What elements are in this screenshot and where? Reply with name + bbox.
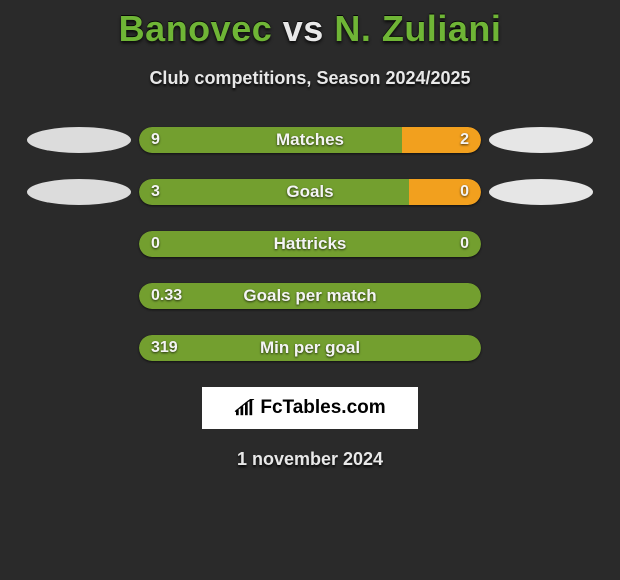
badge-slot-left <box>19 179 139 205</box>
comparison-card: Banovec vs N. Zuliani Club competitions,… <box>0 0 620 470</box>
stat-label: Matches <box>139 127 481 153</box>
badge-slot-left <box>19 127 139 153</box>
logo-box: FcTables.com <box>202 387 418 429</box>
stat-bar: Min per goal319 <box>139 335 481 361</box>
stat-value-left: 319 <box>151 335 178 361</box>
stat-bars: Matches92Goals30Hattricks00Goals per mat… <box>0 127 620 361</box>
subtitle: Club competitions, Season 2024/2025 <box>0 68 620 89</box>
badge-slot-right <box>481 179 601 205</box>
stat-row: Min per goal319 <box>0 335 620 361</box>
vs-text: vs <box>283 8 324 49</box>
logo-text: FcTables.com <box>260 397 385 419</box>
stat-bar: Goals per match0.33 <box>139 283 481 309</box>
stat-bar: Matches9 2 <box>139 127 481 153</box>
stat-value-left: 0.33 <box>151 283 182 309</box>
stat-value-right: 2 <box>460 127 469 153</box>
player1-name: Banovec <box>119 8 273 49</box>
player2-name: N. Zuliani <box>334 8 501 49</box>
stat-bar: Hattricks0 0 <box>139 231 481 257</box>
date: 1 november 2024 <box>0 449 620 470</box>
team-badge-left <box>27 179 131 205</box>
stat-value-left: 3 <box>151 179 160 205</box>
stat-value-right: 0 <box>460 179 469 205</box>
stat-value-left: 9 <box>151 127 160 153</box>
stat-label: Min per goal <box>139 335 481 361</box>
stat-row: Goals3 0 <box>0 179 620 205</box>
stat-value-right: 0 <box>460 231 469 257</box>
stat-row: Goals per match0.33 <box>0 283 620 309</box>
stat-value-left: 0 <box>151 231 160 257</box>
stat-row: Matches9 2 <box>0 127 620 153</box>
stat-label: Goals <box>139 179 481 205</box>
team-badge-right <box>489 179 593 205</box>
badge-slot-right <box>481 127 601 153</box>
stat-label: Hattricks <box>139 231 481 257</box>
chart-icon <box>234 399 256 417</box>
team-badge-left <box>27 127 131 153</box>
stat-row: Hattricks0 0 <box>0 231 620 257</box>
stat-bar: Goals3 0 <box>139 179 481 205</box>
title: Banovec vs N. Zuliani <box>0 8 620 50</box>
team-badge-right <box>489 127 593 153</box>
stat-label: Goals per match <box>139 283 481 309</box>
